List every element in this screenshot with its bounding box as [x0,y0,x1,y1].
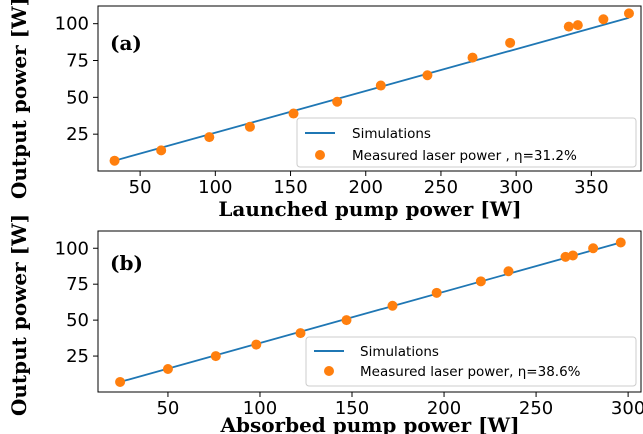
panel-a-ticks: 50 100 150 200 250 300 350 25 50 75 100 [55,14,609,198]
measured-point [375,80,386,91]
panel-b-y-axis-label: Output power [W] [7,214,31,416]
x-tick-label: 50 [156,398,179,419]
panel-a-tag: (a) [110,31,142,55]
x-tick-label: 350 [574,177,608,198]
panel-b-x-axis-label: Absorbed pump power [W] [219,413,519,434]
measured-point [572,20,583,31]
measured-point [251,339,262,350]
measured-point [162,364,173,374]
x-tick-label: 150 [335,398,369,419]
measured-point [332,96,343,107]
x-tick-label: 150 [273,177,307,198]
measured-point [615,237,626,248]
measured-point [503,266,514,277]
measured-point [204,132,215,143]
y-tick-label: 25 [66,346,89,367]
measured-point [467,52,478,63]
panel-b-ticks: 50 100 150 200 250 300 25 50 75 100 [55,238,643,419]
y-tick-label: 100 [55,238,89,259]
panel-b-legend-marker-swatch [324,366,334,376]
y-tick-label: 50 [66,87,89,108]
x-tick-label: 300 [611,398,643,419]
measured-point [387,300,398,311]
measured-point [115,376,126,387]
measured-point [244,121,255,132]
x-tick-label: 100 [198,177,232,198]
measured-point [588,243,599,254]
y-tick-label: 25 [66,124,89,145]
measured-point [598,14,609,25]
panel-a-x-axis-label: Launched pump power [W] [218,197,521,221]
y-tick-label: 100 [55,14,89,35]
measured-point [431,287,442,298]
x-tick-label: 300 [499,177,533,198]
measured-point [475,276,486,287]
y-tick-label: 75 [66,274,89,295]
panel-a-frame [97,5,642,172]
panel-a-y-axis-label: Output power [W] [7,0,31,199]
panel-a-marks [109,8,634,166]
measured-point [422,70,433,81]
measured-point [210,351,221,362]
measured-point [563,21,574,32]
panel-b-frame [97,230,642,393]
y-tick-label: 50 [66,310,89,331]
panel-a-legend-label-simulations: Simulations [352,126,431,142]
panel-a-legend-box [296,117,637,168]
panel-b-marks [115,237,626,387]
x-tick-label: 200 [349,177,383,198]
measured-point [288,108,299,119]
panel-a: 50 100 150 200 250 300 350 25 50 75 100 (a) Launch… [7,0,642,221]
panel-a-legend-label-measured: Measured laser power , η=31.2% [352,148,577,164]
measured-point [341,315,352,326]
panel-b-legend-label-measured: Measured laser power, η=38.6% [360,364,581,380]
panel-a-legend-marker-swatch [315,150,325,160]
panel-b: 50 100 150 200 250 300 25 50 75 100 (b) Absorbed … [7,214,643,434]
x-tick-label: 100 [243,398,277,419]
measured-point [109,155,120,166]
x-tick-label: 200 [427,398,461,419]
simulation-line [114,16,630,162]
panel-b-legend: Simulations Measured laser power, η=38.6… [305,336,637,387]
measured-point [567,250,578,261]
panel-a-legend: Simulations Measured laser power , η=31.… [296,117,637,168]
x-tick-label: 250 [519,398,553,419]
simulation-line [119,241,621,383]
measured-point [505,37,516,48]
x-tick-label: 250 [424,177,458,198]
panel-b-tag: (b) [110,251,143,275]
x-tick-label: 50 [129,177,152,198]
panel-b-legend-label-simulations: Simulations [360,344,439,360]
measured-point [156,145,167,156]
measured-point [623,8,634,19]
measured-point [295,328,306,339]
y-tick-label: 75 [66,51,89,72]
panel-b-legend-box [305,336,637,387]
